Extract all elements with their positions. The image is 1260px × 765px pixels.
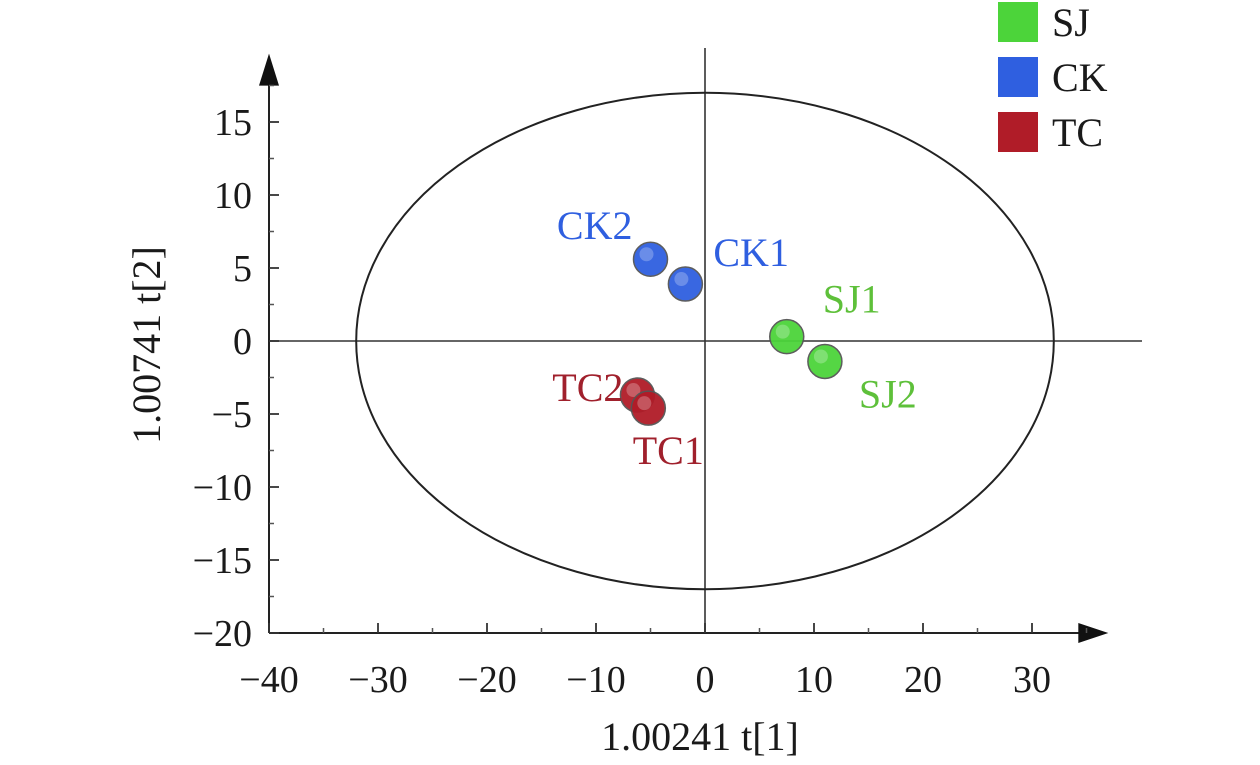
point-label-ck1: CK1 bbox=[713, 230, 789, 275]
legend-label-ck: CK bbox=[1052, 55, 1108, 100]
x-tick-label: −30 bbox=[348, 659, 407, 701]
data-point-highlight bbox=[626, 383, 641, 398]
data-points bbox=[619, 241, 843, 426]
y-tick-label: −15 bbox=[193, 540, 252, 582]
y-axis-title: 1.00741 t[2] bbox=[124, 246, 169, 444]
legend-label-tc: TC bbox=[1052, 110, 1103, 155]
x-tick-label: 10 bbox=[795, 659, 833, 701]
x-tick-label: 20 bbox=[904, 659, 942, 701]
point-label-ck2: CK2 bbox=[557, 203, 633, 248]
point-label-sj1: SJ1 bbox=[823, 277, 881, 322]
x-tick-label: 0 bbox=[696, 659, 715, 701]
y-tick-label: 15 bbox=[214, 102, 252, 144]
data-point-highlight bbox=[637, 396, 652, 411]
y-axis-arrow-icon bbox=[259, 53, 279, 86]
y-tick-label: 0 bbox=[233, 321, 252, 363]
y-tick-label: −5 bbox=[212, 394, 252, 436]
data-point-highlight bbox=[813, 349, 828, 364]
y-tick-label: −10 bbox=[193, 467, 252, 509]
x-axis-arrow-icon bbox=[1078, 623, 1109, 643]
data-point-highlight bbox=[639, 247, 654, 262]
x-axis-title: 1.00241 t[1] bbox=[601, 714, 799, 759]
point-label-sj2: SJ2 bbox=[859, 371, 917, 416]
point-label-tc2: TC2 bbox=[552, 365, 623, 410]
legend-swatch-ck bbox=[998, 57, 1038, 97]
x-tick-label: −40 bbox=[239, 659, 298, 701]
x-tick-label: −20 bbox=[457, 659, 516, 701]
x-tick-label: −10 bbox=[566, 659, 625, 701]
confidence-ellipse bbox=[355, 91, 1055, 591]
data-point-sj1 bbox=[769, 318, 805, 355]
legend-swatch-sj bbox=[998, 2, 1038, 42]
data-point-ck2 bbox=[632, 241, 669, 277]
data-point-ck1 bbox=[667, 266, 704, 302]
data-point-highlight bbox=[674, 272, 689, 287]
x-tick-label: 30 bbox=[1013, 659, 1051, 701]
data-point-tc1 bbox=[630, 390, 667, 426]
y-tick-label: 5 bbox=[233, 248, 252, 290]
legend-label-sj: SJ bbox=[1052, 0, 1090, 45]
y-tick-label: −20 bbox=[193, 613, 252, 655]
confidence-ellipse-group bbox=[355, 91, 1055, 591]
point-label-tc1: TC1 bbox=[633, 428, 704, 473]
data-point-sj2 bbox=[807, 343, 843, 380]
legend: SJ CK TC bbox=[998, 0, 1108, 155]
legend-swatch-tc bbox=[998, 112, 1038, 152]
axes: −40 −30 −20 −10 0 10 20 30 −20 −15 −10 −5 0 5 10 15 bbox=[193, 48, 1142, 701]
data-point-highlight bbox=[775, 324, 790, 339]
y-tick-label: 10 bbox=[214, 175, 252, 217]
